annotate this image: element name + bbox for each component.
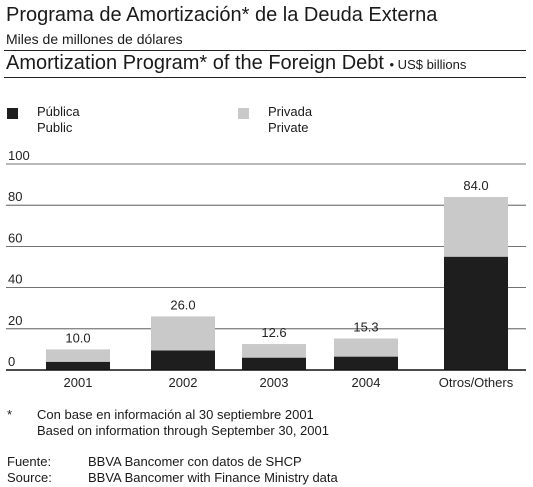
legend-private-es: Privada <box>268 104 313 119</box>
x-category-label: 2001 <box>64 375 93 390</box>
bar-total-label: 84.0 <box>463 178 488 193</box>
source-text: BBVA Bancomer con datos de SHCP BBVA Ban… <box>88 454 338 486</box>
bar-public <box>151 350 215 370</box>
footnote-note-es: Con base en información al 30 septiembre… <box>37 407 314 422</box>
bar-public <box>334 356 398 370</box>
legend-private: Privada Private <box>268 104 312 136</box>
bar-public <box>444 256 508 370</box>
chart-subtitle-es: Miles de millones de dólares <box>6 31 183 47</box>
chart-title-es: Programa de Amortización* de la Deuda Ex… <box>6 4 438 26</box>
footnote-mark: * <box>7 407 13 422</box>
y-tick-label: 0 <box>8 354 15 369</box>
legend-public-es: Pública <box>37 104 80 119</box>
bar-private <box>334 338 398 357</box>
legend-swatch-public <box>7 108 18 119</box>
bar-private <box>242 344 306 358</box>
source-label-es: Fuente: <box>7 454 52 469</box>
bar-public <box>46 361 110 370</box>
y-tick-label: 100 <box>8 148 30 163</box>
source-label-en: Source: <box>7 470 52 485</box>
y-tick-label: 80 <box>8 189 22 204</box>
bar-total-label: 26.0 <box>170 297 195 312</box>
y-tick-label: 20 <box>8 313 22 328</box>
title-bottom-rule <box>4 77 526 78</box>
legend-public: Pública Public <box>37 104 80 136</box>
bar-private <box>444 196 508 257</box>
chart-unit-en: • US$ billions <box>389 57 467 72</box>
bar-private <box>46 349 110 362</box>
x-category-label: 2003 <box>260 375 289 390</box>
y-tick-label: 60 <box>8 230 22 245</box>
x-category-label: 2002 <box>169 375 198 390</box>
chart-title-en: Amortization Program* of the Foreign Deb… <box>6 52 466 75</box>
footnote-note: Con base en información al 30 septiembre… <box>37 407 329 439</box>
legend-swatch-private <box>238 108 249 119</box>
x-category-label: Otros/Others <box>439 375 514 390</box>
bar-total-label: 12.6 <box>261 325 286 340</box>
legend-private-en: Private <box>268 120 309 135</box>
bar-total-label: 15.3 <box>353 319 378 334</box>
x-category-label: 2004 <box>352 375 381 390</box>
legend-public-en: Public <box>37 120 73 135</box>
bar-total-label: 10.0 <box>65 330 90 345</box>
y-tick-label: 40 <box>8 272 22 287</box>
bar-public <box>242 357 306 370</box>
source-text-en: BBVA Bancomer with Finance Ministry data <box>88 470 338 485</box>
footnote-note-en: Based on information through September 3… <box>37 423 329 438</box>
chart-title-en-text: Amortization Program* of the Foreign Deb… <box>6 52 384 74</box>
bar-private <box>151 316 215 351</box>
source-text-es: BBVA Bancomer con datos de SHCP <box>88 454 302 469</box>
title-divider <box>4 50 526 51</box>
source-labels: Fuente: Source: <box>7 454 52 486</box>
